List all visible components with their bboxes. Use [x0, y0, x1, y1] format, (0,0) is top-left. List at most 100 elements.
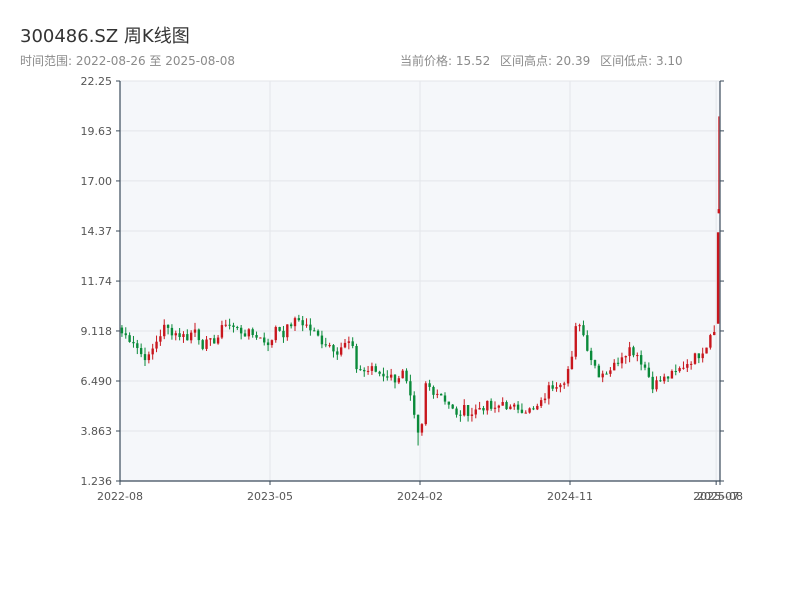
candle-body: [366, 370, 370, 372]
candle-body: [501, 402, 504, 406]
candle-body: [336, 351, 339, 355]
candle-body: [389, 374, 393, 378]
candle-body: [547, 385, 551, 399]
candle-body: [609, 370, 612, 374]
candle-body: [351, 341, 354, 347]
candle-body: [624, 356, 627, 358]
candle-body: [332, 345, 335, 352]
y-tick-label: 14.37: [81, 225, 113, 238]
candle-body: [178, 333, 181, 338]
candle-body: [278, 327, 281, 331]
candle-body: [616, 362, 620, 364]
candle-body: [136, 343, 139, 349]
candle-body: [713, 331, 716, 336]
candle-body: [451, 404, 454, 409]
x-tick-label: 2024-11: [547, 490, 593, 503]
candle-body: [447, 401, 451, 405]
x-tick-label: 2024-02: [397, 490, 443, 503]
candle-body: [509, 406, 512, 410]
candle-body: [282, 330, 285, 338]
range-low-text: 区间低点: 3.10: [600, 54, 683, 68]
candle-body: [301, 320, 304, 326]
candle-body: [543, 398, 547, 401]
candle-body: [513, 404, 516, 407]
candle-body: [339, 347, 343, 355]
candle-body: [689, 363, 693, 365]
candle-body: [670, 370, 674, 379]
candle-body: [593, 360, 597, 366]
candle-body: [293, 318, 297, 327]
candle-body: [201, 340, 204, 349]
candle-body: [370, 366, 374, 371]
candle-body: [193, 329, 197, 333]
candle-body: [639, 355, 643, 365]
candle-body: [263, 337, 266, 343]
candle-body: [186, 334, 189, 341]
candle-body: [601, 373, 604, 378]
candle-body: [124, 333, 127, 336]
candle-body: [424, 383, 427, 425]
candle-body: [613, 362, 616, 371]
candle-body: [678, 368, 681, 372]
y-tick-label: 22.25: [81, 75, 113, 88]
candle-body: [455, 408, 458, 415]
candle-body: [570, 356, 574, 370]
candle-body: [378, 371, 381, 374]
candle-body: [151, 348, 154, 355]
candle-body: [128, 335, 131, 342]
candle-body: [493, 407, 497, 409]
y-tick-label: 9.118: [81, 325, 113, 338]
candle-body: [255, 334, 258, 338]
candle-body: [132, 341, 135, 344]
price-summary: 当前价格: 15.52 区间高点: 20.39 区间低点: 3.10: [400, 52, 689, 69]
candle-body: [717, 209, 720, 214]
candle-body: [716, 232, 720, 324]
candle-body: [482, 408, 485, 411]
candle-body: [536, 405, 539, 410]
date-range-text: 时间范围: 2022-08-26 至 2025-08-08: [20, 54, 235, 68]
candle-body: [382, 373, 385, 377]
candle-body: [709, 335, 712, 348]
candle-body: [147, 354, 151, 361]
candle-body: [266, 342, 270, 346]
candle-body: [324, 344, 327, 346]
candle-body: [189, 332, 193, 341]
candle-body: [236, 327, 239, 329]
candle-body: [463, 405, 466, 416]
candle-body: [655, 380, 658, 390]
candle-body: [466, 405, 470, 416]
candle-body: [166, 324, 170, 328]
candle-body: [489, 400, 493, 409]
candle-body: [163, 324, 166, 337]
candle-body: [159, 336, 162, 342]
y-tick-label: 19.63: [81, 125, 113, 138]
candle-body: [597, 365, 601, 378]
candle-body: [420, 424, 424, 433]
candle-body: [216, 337, 220, 344]
candle-body: [528, 408, 531, 413]
candle-body: [397, 378, 401, 383]
candle-body: [409, 381, 412, 396]
x-tick-label: 2025-08: [697, 490, 743, 503]
candle-body: [220, 325, 224, 338]
candle-body: [697, 353, 701, 359]
candle-body: [309, 324, 312, 331]
candle-body: [674, 370, 677, 372]
candle-body: [432, 386, 435, 395]
x-tick-label: 2023-05: [247, 490, 293, 503]
candle-body: [347, 341, 351, 343]
candle-body: [224, 324, 227, 326]
candle-body: [705, 347, 708, 354]
candle-body: [497, 405, 501, 408]
candle-body: [647, 367, 651, 377]
candle-body: [682, 367, 685, 369]
candle-body: [428, 383, 431, 387]
candle-body: [243, 333, 247, 337]
candle-body: [393, 374, 397, 383]
candle-body: [443, 395, 447, 402]
candle-body: [439, 393, 443, 396]
y-tick-label: 3.863: [81, 425, 113, 438]
y-tick-label: 17.00: [81, 175, 113, 188]
candle-body: [413, 395, 416, 415]
